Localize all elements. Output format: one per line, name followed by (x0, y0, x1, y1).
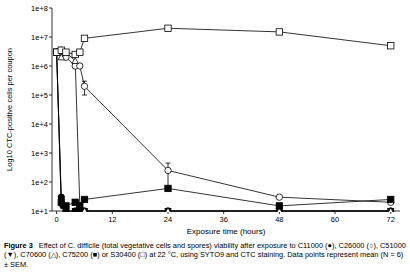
data-point (388, 208, 394, 212)
data-point (165, 208, 171, 212)
data-point (276, 203, 282, 209)
y-tick (49, 66, 52, 67)
x-tick-label: 24 (164, 215, 172, 224)
x-tick-label: 72 (387, 215, 395, 224)
caption: Figure 3Effect of C. difficile (total ve… (4, 241, 406, 269)
data-point (72, 58, 78, 64)
x-tick-label: 60 (331, 215, 339, 224)
plot-data (53, 25, 393, 212)
x-axis-label: Exposure time (hours) (187, 227, 266, 236)
y-tick (49, 182, 52, 183)
y-tick-label: 1e+7 (31, 33, 48, 42)
y-tick (49, 8, 52, 9)
x-tick (335, 211, 336, 214)
y-tick (49, 95, 52, 96)
series-line (57, 28, 391, 54)
data-point (165, 208, 171, 212)
data-point (77, 49, 83, 55)
data-point (63, 49, 69, 55)
y-tick-label: 1e+3 (31, 149, 48, 158)
data-point (276, 194, 282, 200)
y-tick (49, 37, 52, 38)
data-point (276, 29, 282, 35)
data-point (388, 208, 394, 212)
y-tick-label: 1e+4 (31, 120, 48, 129)
y-tick (49, 211, 52, 212)
data-point (77, 203, 83, 209)
error-bar (166, 163, 171, 191)
data-point (63, 49, 69, 55)
data-point (63, 203, 69, 209)
y-tick-label: 1e+8 (31, 4, 48, 13)
x-tick-label: 12 (108, 215, 116, 224)
data-point (81, 83, 87, 89)
y-tick-label: 1e+5 (31, 91, 48, 100)
data-point (388, 196, 394, 202)
y-tick-label: 1e+2 (31, 178, 48, 187)
x-tick (223, 211, 224, 214)
figure-title: Figure 3 (4, 241, 33, 250)
y-tick (49, 124, 52, 125)
y-axis (52, 8, 53, 211)
y-axis-label: Log10 CTC-positive cells per coupon (5, 48, 14, 171)
x-tick (56, 211, 57, 214)
data-point (165, 208, 171, 212)
data-point (388, 208, 394, 212)
x-tick-label: 36 (220, 215, 228, 224)
series-line (57, 52, 391, 211)
x-tick-label: 48 (275, 215, 283, 224)
data-point (165, 167, 171, 173)
data-point (81, 35, 87, 41)
series-line (57, 50, 391, 202)
y-tick-label: 1e+1 (31, 207, 48, 216)
caption-text: Effect of C. difficile (total vegetative… (4, 241, 406, 269)
data-point (165, 25, 171, 31)
series-line (57, 52, 391, 211)
data-point (388, 43, 394, 49)
x-tick (112, 211, 113, 214)
series-line (57, 52, 391, 206)
y-tick (49, 153, 52, 154)
x-tick-label: 0 (55, 215, 59, 224)
y-tick-label: 1e+6 (31, 62, 48, 71)
series-line (57, 52, 391, 211)
data-point (77, 203, 83, 209)
error-bar (82, 81, 87, 95)
data-point (81, 196, 87, 202)
data-point (165, 185, 171, 191)
